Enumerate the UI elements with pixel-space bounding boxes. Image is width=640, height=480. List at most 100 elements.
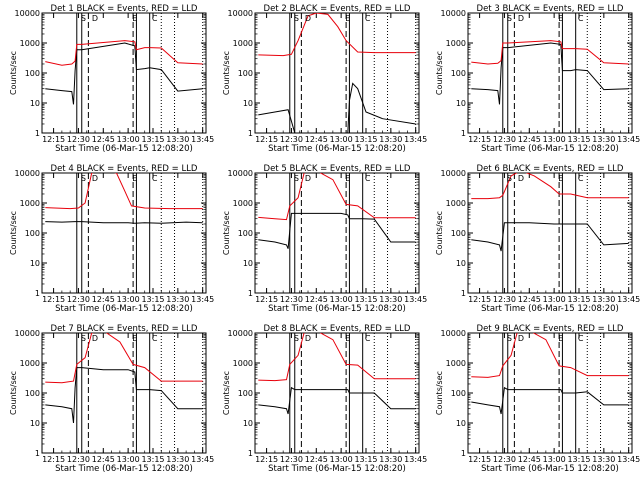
series-line-events bbox=[45, 42, 203, 105]
y-tick-label: 1 bbox=[35, 129, 40, 138]
x-tick-label: 13:45 bbox=[191, 455, 214, 464]
marker-label-saa_exit: C bbox=[365, 174, 371, 183]
plot-data-area bbox=[258, 333, 417, 453]
x-tick-label: 12:30 bbox=[493, 135, 516, 144]
y-axis-label: Counts/sec bbox=[435, 371, 444, 415]
x-tick-label: 13:30 bbox=[166, 135, 189, 144]
series-line-lld bbox=[471, 173, 629, 200]
y-tick-label: 100 bbox=[238, 389, 253, 398]
marker-label-gap: E bbox=[132, 174, 137, 183]
y-axis-label: Counts/sec bbox=[9, 51, 18, 95]
x-tick-label: 12:15 bbox=[255, 135, 278, 144]
plot-frame bbox=[254, 332, 420, 454]
marker-label-saa_exit: C bbox=[578, 14, 584, 23]
x-axis-label: Start Time (06-Mar-15 12:08:20) bbox=[55, 144, 193, 154]
marker-label-saa_exit: C bbox=[152, 174, 158, 183]
x-tick-label: 13:45 bbox=[191, 135, 214, 144]
series-line-events bbox=[45, 221, 203, 224]
y-tick-label: 1 bbox=[461, 129, 466, 138]
marker-label-flare_peak: D bbox=[92, 14, 98, 23]
x-axis-label: Start Time (06-Mar-15 12:08:20) bbox=[55, 464, 193, 474]
panel-title: Det 2 BLACK = Events, RED = LLD bbox=[264, 4, 411, 14]
series-line-lld bbox=[45, 173, 203, 210]
x-tick-label: 13:00 bbox=[330, 295, 353, 304]
y-tick-label: 1000 bbox=[233, 199, 253, 208]
series-line-events bbox=[258, 82, 416, 133]
marker-label-saa_entry: S bbox=[81, 174, 86, 183]
plot-frame bbox=[467, 172, 633, 294]
x-tick-label: 13:45 bbox=[617, 135, 640, 144]
panel-det-2: Det 2 BLACK = Events, RED = LLD 1 10 100 100… bbox=[222, 4, 427, 154]
x-tick-label: 13:30 bbox=[379, 455, 402, 464]
y-tick-label: 10000 bbox=[441, 169, 466, 178]
y-tick-label: 10 bbox=[30, 259, 40, 268]
y-axis-label: Counts/sec bbox=[9, 211, 18, 255]
y-tick-label: 1000 bbox=[233, 359, 253, 368]
x-axis-label: Start Time (06-Mar-15 12:08:20) bbox=[268, 464, 406, 474]
y-tick-label: 1000 bbox=[446, 39, 466, 48]
plot-data-area bbox=[45, 173, 204, 293]
marker-label-saa_entry: S bbox=[294, 14, 299, 23]
marker-label-flare_peak: D bbox=[92, 334, 98, 343]
y-tick-label: 1000 bbox=[233, 39, 253, 48]
x-tick-label: 13:00 bbox=[330, 455, 353, 464]
marker-label-flare_peak: D bbox=[518, 14, 524, 23]
x-tick-label: 12:30 bbox=[280, 295, 303, 304]
panel-det-3: Det 3 BLACK = Events, RED = LLD 1 10 100 100… bbox=[435, 4, 640, 154]
x-tick-label: 13:30 bbox=[379, 295, 402, 304]
series-line-lld bbox=[258, 173, 416, 221]
x-tick-label: 13:30 bbox=[166, 455, 189, 464]
marker-label-flare_peak: D bbox=[92, 174, 98, 183]
x-tick-label: 12:45 bbox=[305, 295, 328, 304]
x-tick-label: 13:15 bbox=[567, 135, 590, 144]
x-tick-label: 13:45 bbox=[617, 295, 640, 304]
marker-label-flare_peak: D bbox=[305, 334, 311, 343]
y-axis-label: Counts/sec bbox=[435, 211, 444, 255]
marker-label-saa_entry: S bbox=[294, 334, 299, 343]
y-tick-label: 1000 bbox=[20, 359, 40, 368]
series-line-events bbox=[471, 386, 629, 415]
x-tick-label: 12:30 bbox=[67, 295, 90, 304]
x-axis-label: Start Time (06-Mar-15 12:08:20) bbox=[481, 464, 619, 474]
x-tick-label: 12:15 bbox=[255, 295, 278, 304]
panel-title: Det 8 BLACK = Events, RED = LLD bbox=[264, 324, 411, 334]
plot-frame bbox=[467, 12, 633, 134]
y-tick-label: 10 bbox=[456, 99, 466, 108]
x-tick-label: 13:00 bbox=[117, 455, 140, 464]
x-tick-label: 12:45 bbox=[305, 455, 328, 464]
x-tick-label: 13:30 bbox=[592, 135, 615, 144]
x-tick-label: 12:45 bbox=[92, 135, 115, 144]
panel-det-1: Det 1 BLACK = Events, RED = LLD 1 10 100 100… bbox=[9, 4, 214, 154]
x-tick-label: 12:30 bbox=[280, 135, 303, 144]
plot-data-area bbox=[45, 13, 204, 133]
x-tick-label: 12:45 bbox=[518, 295, 541, 304]
y-tick-label: 100 bbox=[25, 69, 40, 78]
series-line-events bbox=[45, 367, 203, 424]
x-axis-label: Start Time (06-Mar-15 12:08:20) bbox=[55, 304, 193, 314]
x-tick-label: 12:45 bbox=[305, 135, 328, 144]
series-line-lld bbox=[471, 40, 629, 65]
marker-label-saa_exit: C bbox=[365, 14, 371, 23]
y-tick-label: 10 bbox=[30, 99, 40, 108]
plot-frame bbox=[467, 332, 633, 454]
series-line-lld bbox=[45, 40, 203, 66]
panel-det-9: Det 9 BLACK = Events, RED = LLD 1 10 100 100… bbox=[435, 324, 640, 474]
panel-det-7: Det 7 BLACK = Events, RED = LLD 1 10 100 100… bbox=[9, 324, 214, 474]
y-tick-label: 1 bbox=[461, 449, 466, 458]
y-tick-label: 10 bbox=[30, 419, 40, 428]
series-line-lld bbox=[471, 333, 629, 378]
x-tick-label: 13:00 bbox=[117, 295, 140, 304]
x-tick-label: 12:30 bbox=[493, 295, 516, 304]
marker-label-gap: E bbox=[558, 174, 563, 183]
y-tick-label: 100 bbox=[25, 389, 40, 398]
plot-frame bbox=[41, 332, 207, 454]
y-tick-label: 1 bbox=[35, 449, 40, 458]
x-tick-label: 13:45 bbox=[617, 455, 640, 464]
marker-label-saa_exit: C bbox=[152, 334, 158, 343]
y-axis-label: Counts/sec bbox=[435, 51, 444, 95]
plot-data-area bbox=[258, 13, 417, 133]
marker-label-saa_entry: S bbox=[507, 334, 512, 343]
marker-label-flare_peak: D bbox=[305, 174, 311, 183]
x-tick-label: 12:30 bbox=[280, 455, 303, 464]
